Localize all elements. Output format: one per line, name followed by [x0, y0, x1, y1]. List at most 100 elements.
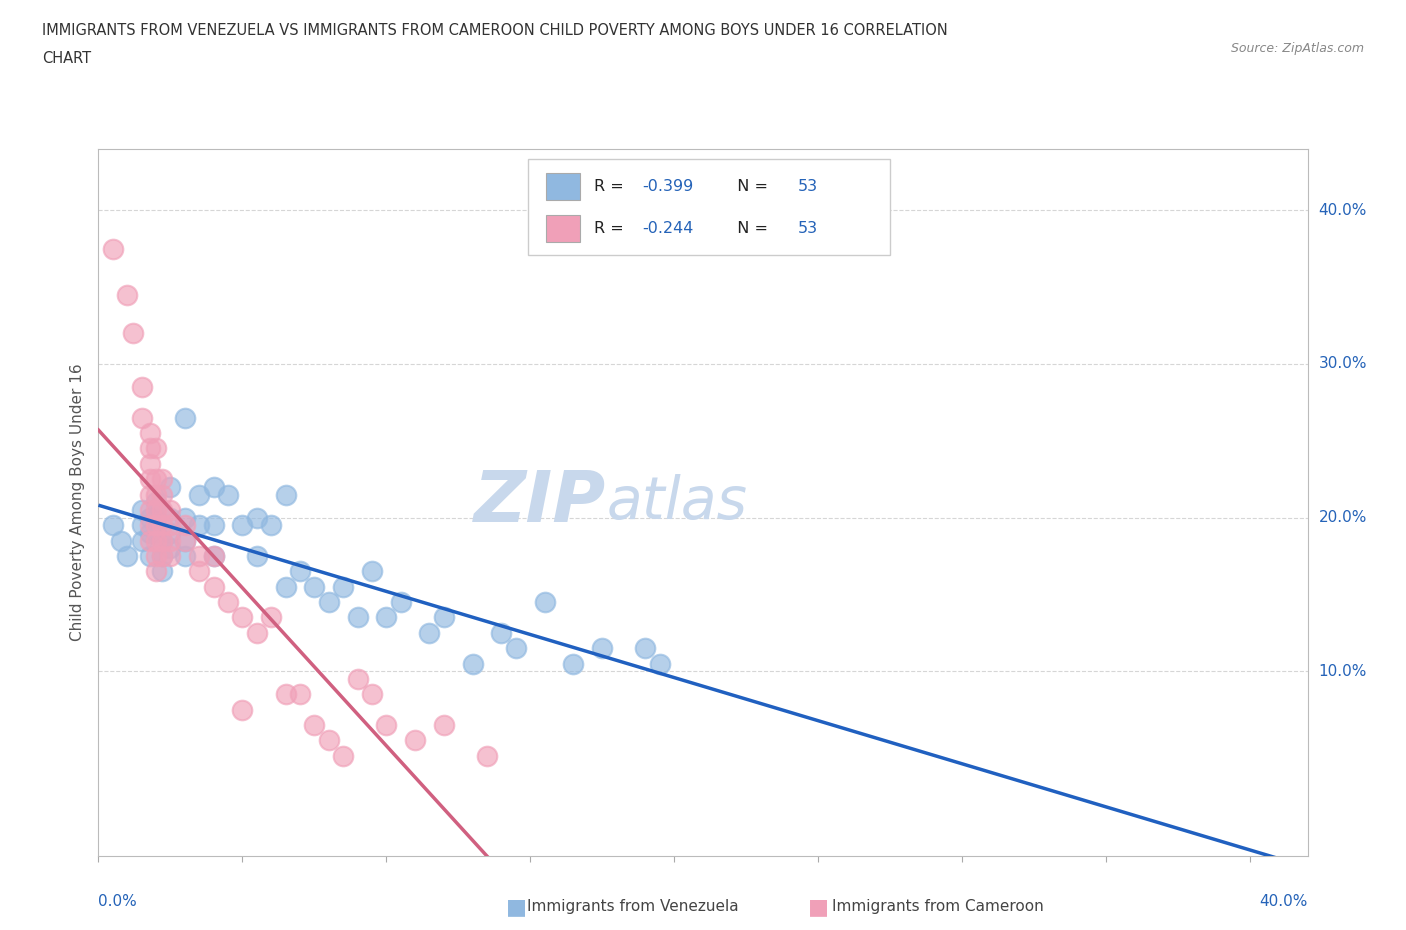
- Point: [159, 549, 181, 564]
- Point: [139, 472, 162, 486]
- Point: [150, 533, 173, 548]
- Point: [101, 241, 124, 256]
- Text: atlas: atlas: [606, 473, 747, 531]
- Point: [139, 487, 162, 502]
- Point: [231, 702, 253, 717]
- Y-axis label: Child Poverty Among Boys Under 16: Child Poverty Among Boys Under 16: [70, 364, 86, 641]
- Point: [139, 441, 162, 456]
- Point: [274, 487, 297, 502]
- Point: [150, 502, 173, 517]
- Point: [418, 625, 440, 640]
- Point: [173, 533, 195, 548]
- Point: [145, 533, 167, 548]
- Point: [139, 518, 162, 533]
- Point: [288, 687, 311, 702]
- Point: [202, 549, 225, 564]
- Text: ZIP: ZIP: [474, 468, 606, 537]
- Point: [591, 641, 613, 656]
- Text: 40.0%: 40.0%: [1260, 895, 1308, 910]
- Point: [145, 525, 167, 540]
- Point: [318, 594, 340, 609]
- Point: [131, 533, 153, 548]
- Point: [115, 287, 138, 302]
- Text: Immigrants from Venezuela: Immigrants from Venezuela: [527, 899, 740, 914]
- Point: [246, 511, 269, 525]
- Point: [375, 610, 398, 625]
- Point: [188, 518, 211, 533]
- Point: [361, 687, 384, 702]
- Point: [110, 533, 132, 548]
- Point: [433, 610, 456, 625]
- Point: [231, 518, 253, 533]
- Point: [139, 525, 162, 540]
- Point: [173, 511, 195, 525]
- Text: ■: ■: [506, 897, 527, 917]
- Point: [145, 495, 167, 510]
- Point: [131, 379, 153, 394]
- Point: [217, 487, 239, 502]
- Point: [404, 733, 426, 748]
- Point: [139, 511, 162, 525]
- Text: IMMIGRANTS FROM VENEZUELA VS IMMIGRANTS FROM CAMEROON CHILD POVERTY AMONG BOYS U: IMMIGRANTS FROM VENEZUELA VS IMMIGRANTS …: [42, 23, 948, 38]
- Point: [115, 549, 138, 564]
- Point: [145, 511, 167, 525]
- Text: 40.0%: 40.0%: [1319, 203, 1367, 218]
- Point: [139, 533, 162, 548]
- Point: [475, 749, 498, 764]
- Text: R =: R =: [595, 179, 628, 193]
- Text: -0.399: -0.399: [643, 179, 693, 193]
- Point: [491, 625, 513, 640]
- Point: [139, 549, 162, 564]
- Point: [389, 594, 412, 609]
- Point: [122, 326, 145, 340]
- Point: [150, 564, 173, 578]
- Text: R =: R =: [595, 221, 628, 236]
- Point: [346, 671, 368, 686]
- Point: [433, 718, 456, 733]
- Point: [173, 533, 195, 548]
- Point: [145, 518, 167, 533]
- Point: [562, 656, 585, 671]
- Point: [159, 518, 181, 533]
- Point: [145, 502, 167, 517]
- Text: 0.0%: 0.0%: [98, 895, 138, 910]
- Text: -0.244: -0.244: [643, 221, 695, 236]
- Point: [246, 549, 269, 564]
- Point: [145, 564, 167, 578]
- Text: 10.0%: 10.0%: [1319, 664, 1367, 679]
- Point: [461, 656, 484, 671]
- Point: [533, 594, 555, 609]
- Point: [150, 487, 173, 502]
- Text: 20.0%: 20.0%: [1319, 510, 1367, 525]
- Point: [173, 518, 195, 533]
- Point: [246, 625, 269, 640]
- Point: [139, 502, 162, 517]
- Point: [173, 410, 195, 425]
- Point: [159, 541, 181, 556]
- Point: [304, 718, 326, 733]
- Point: [188, 564, 211, 578]
- Text: Immigrants from Cameroon: Immigrants from Cameroon: [832, 899, 1045, 914]
- Point: [150, 518, 173, 533]
- Text: 53: 53: [797, 179, 817, 193]
- Text: Source: ZipAtlas.com: Source: ZipAtlas.com: [1230, 42, 1364, 55]
- Text: 53: 53: [797, 221, 817, 236]
- Point: [648, 656, 671, 671]
- Point: [139, 426, 162, 441]
- Point: [202, 549, 225, 564]
- Point: [173, 549, 195, 564]
- Text: ■: ■: [808, 897, 830, 917]
- Point: [231, 610, 253, 625]
- Point: [202, 579, 225, 594]
- Point: [159, 525, 181, 540]
- Point: [332, 579, 354, 594]
- Text: N =: N =: [727, 221, 773, 236]
- Point: [150, 549, 173, 564]
- Point: [145, 487, 167, 502]
- Point: [150, 533, 173, 548]
- Point: [260, 518, 283, 533]
- Point: [101, 518, 124, 533]
- Point: [217, 594, 239, 609]
- Point: [634, 641, 657, 656]
- Point: [361, 564, 384, 578]
